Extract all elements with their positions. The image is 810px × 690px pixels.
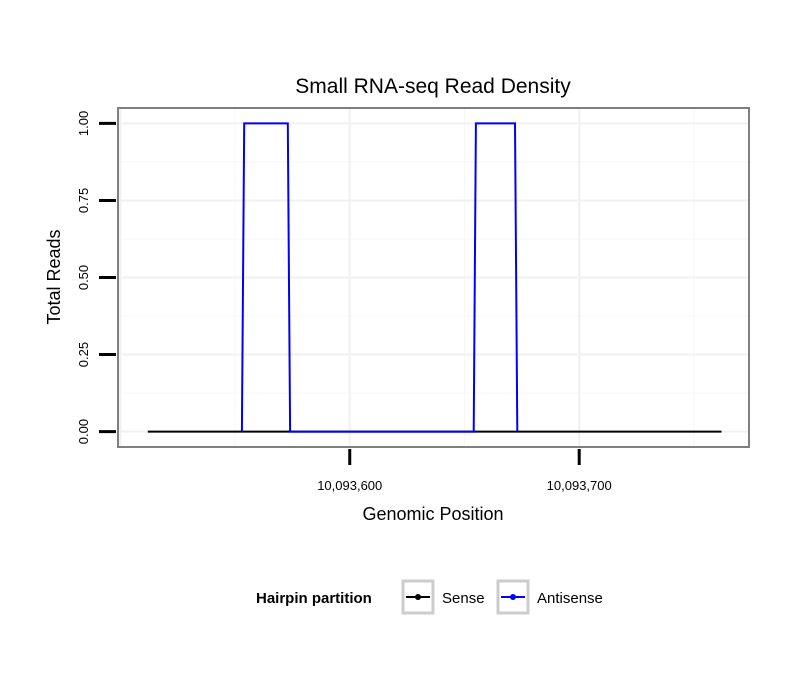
plot-panel-border (117, 107, 750, 448)
legend-title: Hairpin partition (256, 590, 372, 607)
legend-key-point-sense (415, 594, 421, 600)
legend-label-antisense: Antisense (537, 590, 603, 607)
x-tick-label: 10,093,700 (547, 478, 612, 493)
x-tick-label: 10,093,600 (317, 478, 382, 493)
legend-label-sense: Sense (442, 590, 485, 607)
y-tick-label: 1.00 (76, 111, 91, 136)
x-axis-label: Genomic Position (362, 504, 503, 524)
y-axis-label: Total Reads (44, 229, 64, 324)
chart-title: Small RNA-seq Read Density (295, 75, 571, 98)
y-tick-label: 0.00 (76, 419, 91, 444)
x-axis: 10,093,600 10,093,700 (317, 449, 612, 493)
y-axis: 0.00 0.25 0.50 0.75 1.00 (76, 111, 116, 444)
y-tick-label: 0.75 (76, 188, 91, 213)
legend-key-point-antisense (510, 594, 516, 600)
series-line-antisense (240, 122, 519, 433)
y-tick-label: 0.25 (76, 342, 91, 367)
legend-item-antisense: Antisense (496, 579, 603, 615)
y-tick-label: 0.50 (76, 265, 91, 290)
legend-item-sense: Sense (401, 579, 485, 615)
legend: Hairpin partition Sense Antisense (256, 579, 603, 615)
series-layer (147, 122, 722, 433)
